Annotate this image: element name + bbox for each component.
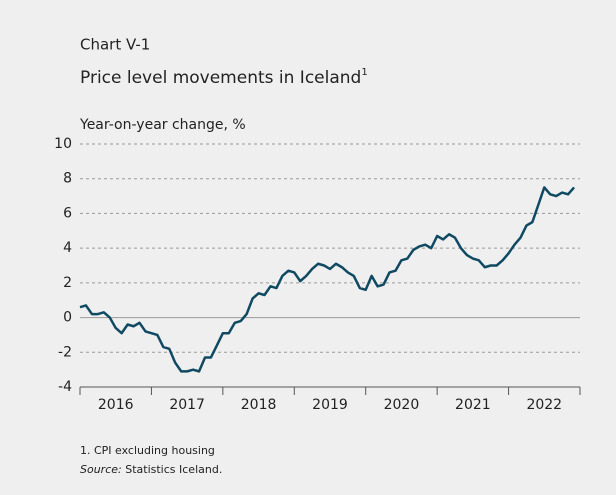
y-tick-label: -2 xyxy=(58,344,72,360)
x-tick-label: 2019 xyxy=(312,397,348,413)
y-tick-label: 2 xyxy=(63,275,72,291)
x-tick-label: 2022 xyxy=(526,397,562,413)
title-note: 1 xyxy=(361,67,367,78)
source: Source: Statistics Iceland. xyxy=(80,463,222,476)
source-label: Source: xyxy=(80,463,122,476)
y-tick-label: 6 xyxy=(63,205,72,221)
chart-number: Chart V-1 xyxy=(80,36,150,54)
y-tick-label: 8 xyxy=(63,171,72,187)
y-axis-label: Year-on-year change, % xyxy=(79,117,246,133)
x-tick-label: 2017 xyxy=(169,397,205,413)
x-tick-label: 2021 xyxy=(455,397,491,413)
title-text: Price level movements in Iceland xyxy=(80,68,361,88)
y-tick-label: 0 xyxy=(63,310,72,326)
y-tick-label: 10 xyxy=(54,136,72,152)
source-text: Statistics Iceland. xyxy=(125,463,222,476)
y-tick-label: 4 xyxy=(63,240,72,256)
chart-title: Price level movements in Iceland1 xyxy=(80,67,368,88)
footnote: 1. CPI excluding housing xyxy=(80,444,215,457)
x-tick-label: 2020 xyxy=(384,397,420,413)
data-line xyxy=(79,186,576,373)
y-tick-label: -4 xyxy=(58,379,72,395)
x-tick-label: 2016 xyxy=(98,397,134,413)
x-tick-label: 2018 xyxy=(241,397,277,413)
